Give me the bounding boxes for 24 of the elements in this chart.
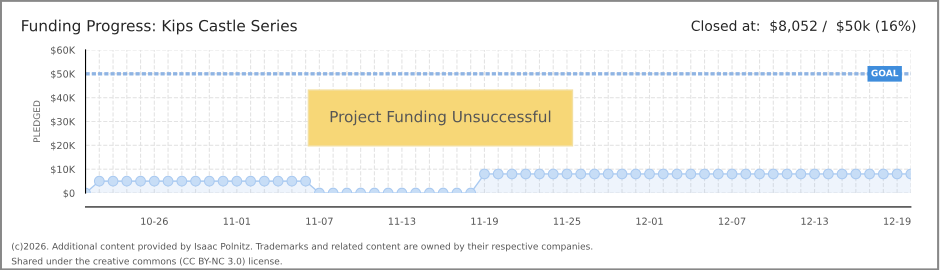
y-tick-label: $60K [50, 46, 76, 56]
x-tick-label: 12-07 [718, 218, 746, 225]
x-tick-label: 12-19 [884, 218, 911, 225]
y-tick-label: $30K [50, 118, 76, 127]
y-tick-label: $0 [64, 189, 74, 198]
x-tick-label: 11-01 [224, 218, 250, 225]
chart-subtitle: Closed at: $8,052 / $50k (16%) [692, 20, 916, 33]
x-tick-label: 11-25 [554, 218, 580, 225]
x-tick-label: 10-26 [141, 218, 168, 225]
chart-title: Funding Progress: Kips Castle Series [22, 20, 297, 34]
y-tick-label: $20K [50, 142, 76, 150]
y-tick-label: $50K [50, 70, 76, 79]
x-tick-label: 11-13 [388, 218, 416, 225]
ref-line-label: GOAL [871, 70, 898, 76]
annotation: Project Funding Unsuccessful [330, 110, 550, 126]
x-tick-label: 11-07 [306, 218, 333, 225]
x-tick-label: 11-19 [471, 218, 498, 225]
x-tick-label: 12-13 [802, 218, 828, 225]
y-tick-label: $10K [50, 166, 76, 174]
y-axis-title: PLEDGED [33, 100, 40, 142]
text: Shared under the creative commons (CC BY-NC 3.0) license. [12, 258, 282, 266]
text: (c)2026. Additional content provided by Isaac Polnitz. Trademarks and related content are owned by their respective companies. [12, 242, 592, 252]
y-tick-label: $40K [50, 94, 76, 103]
x-tick-label: 12-01 [636, 218, 663, 225]
